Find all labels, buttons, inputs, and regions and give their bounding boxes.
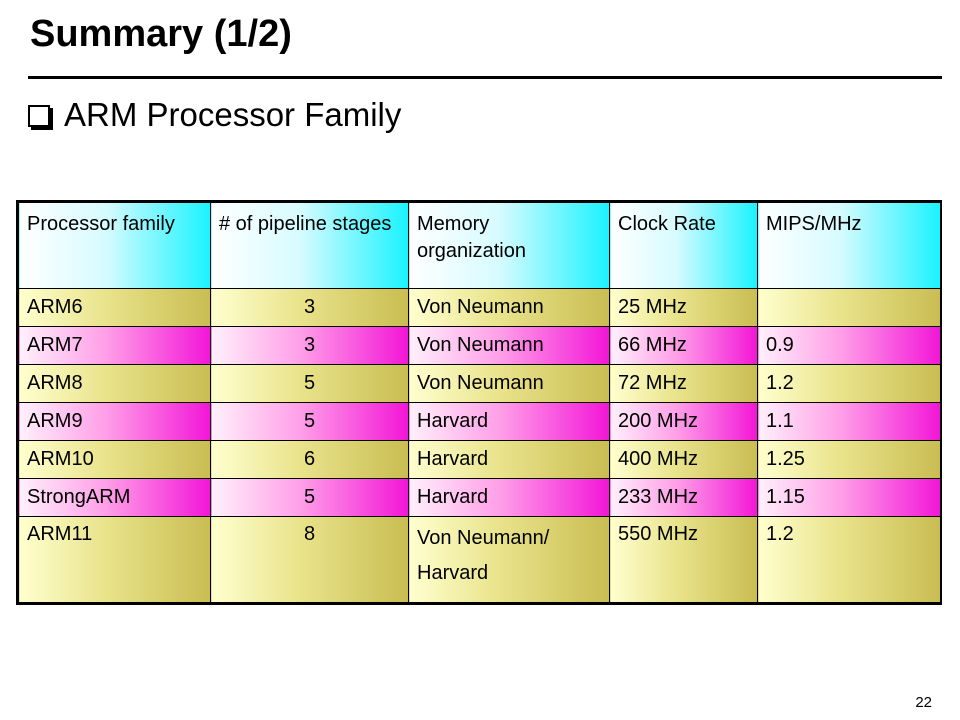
header-mips-per-mhz: MIPS/MHz: [757, 202, 941, 289]
cell-mips: 1.1: [757, 402, 941, 441]
cell-stages: 3: [210, 326, 409, 365]
cell-clock: 400 MHz: [609, 440, 758, 479]
table-row: ARM6 3 Von Neumann 25 MHz: [18, 288, 941, 327]
title-divider: [28, 76, 942, 79]
cell-memory: Harvard: [408, 478, 610, 517]
cell-clock: 550 MHz: [609, 516, 758, 603]
cell-family: StrongARM: [18, 478, 211, 517]
cell-family: ARM7: [18, 326, 211, 365]
cell-memory-line1: Von Neumann/: [417, 527, 550, 549]
cell-memory: Harvard: [408, 402, 610, 441]
cell-memory: Von Neumann/ Harvard: [408, 516, 610, 603]
page-number: 22: [915, 694, 932, 711]
cell-memory: Harvard: [408, 440, 610, 479]
slide-title: Summary (1/2): [30, 13, 292, 55]
cell-family: ARM9: [18, 402, 211, 441]
header-memory-organization: Memory organization: [408, 202, 610, 289]
cell-mips: 1.15: [757, 478, 941, 517]
bullet-text: ARM Processor Family: [64, 96, 402, 133]
table-row: ARM11 8 Von Neumann/ Harvard 550 MHz 1.2: [18, 516, 941, 603]
table-header-row: Processor family # of pipeline stages Me…: [18, 202, 941, 289]
cell-family: ARM6: [18, 288, 211, 327]
table-row: ARM8 5 Von Neumann 72 MHz 1.2: [18, 364, 941, 403]
table-row: ARM7 3 Von Neumann 66 MHz 0.9: [18, 326, 941, 365]
cell-clock: 233 MHz: [609, 478, 758, 517]
cell-memory: Von Neumann: [408, 326, 610, 365]
checkbox-bullet-icon: [28, 105, 50, 127]
cell-memory-line2: Harvard: [417, 562, 489, 584]
cell-stages: 6: [210, 440, 409, 479]
cell-clock: 25 MHz: [609, 288, 758, 327]
cell-clock: 200 MHz: [609, 402, 758, 441]
bullet-item: ARM Processor Family: [28, 96, 401, 134]
cell-stages: 5: [210, 478, 409, 517]
cell-clock: 72 MHz: [609, 364, 758, 403]
cell-memory: Von Neumann: [408, 288, 610, 327]
table-row: ARM10 6 Harvard 400 MHz 1.25: [18, 440, 941, 479]
cell-mips: [757, 288, 941, 327]
header-clock-rate: Clock Rate: [609, 202, 758, 289]
processor-table: Processor family # of pipeline stages Me…: [16, 200, 942, 605]
cell-family: ARM11: [18, 516, 211, 603]
cell-mips: 1.2: [757, 516, 941, 603]
cell-mips: 0.9: [757, 326, 941, 365]
table-row: ARM9 5 Harvard 200 MHz 1.1: [18, 402, 941, 441]
cell-stages: 5: [210, 364, 409, 403]
cell-family: ARM10: [18, 440, 211, 479]
cell-stages: 5: [210, 402, 409, 441]
cell-mips: 1.25: [757, 440, 941, 479]
cell-family: ARM8: [18, 364, 211, 403]
cell-clock: 66 MHz: [609, 326, 758, 365]
cell-stages: 8: [210, 516, 409, 603]
cell-mips: 1.2: [757, 364, 941, 403]
header-pipeline-stages: # of pipeline stages: [210, 202, 409, 289]
table-row: StrongARM 5 Harvard 233 MHz 1.15: [18, 478, 941, 517]
cell-stages: 3: [210, 288, 409, 327]
cell-memory: Von Neumann: [408, 364, 610, 403]
header-processor-family: Processor family: [18, 202, 211, 289]
